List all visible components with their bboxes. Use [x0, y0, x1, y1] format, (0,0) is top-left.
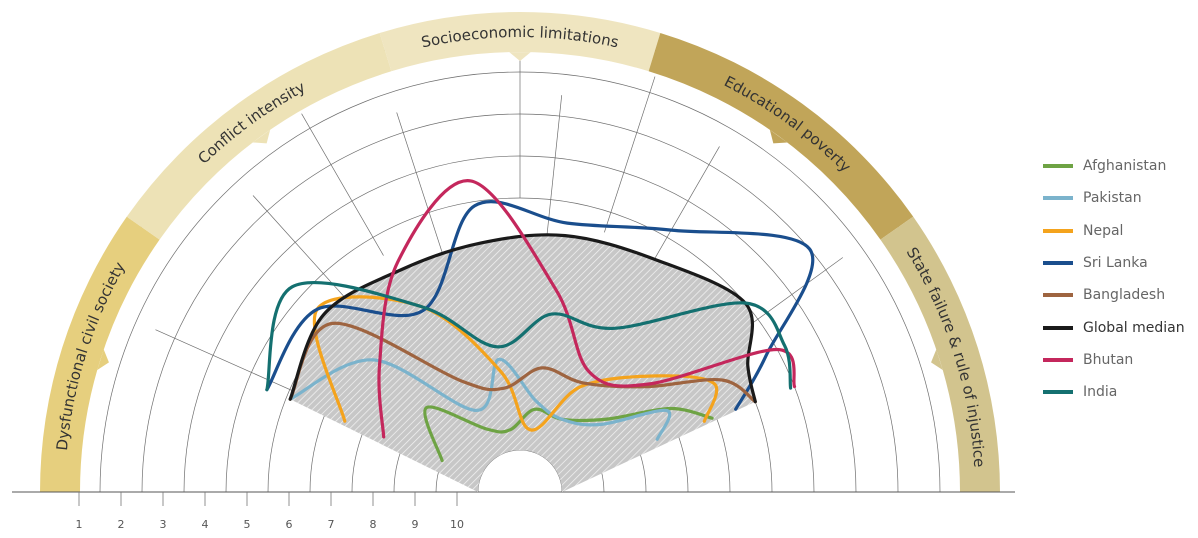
global-median-area	[290, 234, 756, 493]
scale-tick-label: 6	[286, 518, 293, 531]
axis-band	[379, 12, 661, 72]
legend-item: Sri Lanka	[1043, 247, 1185, 279]
scale-tick-label: 7	[328, 518, 335, 531]
legend-item: Pakistan	[1043, 182, 1185, 214]
scale-tick-label: 1	[76, 518, 83, 531]
scale-tick-label: 8	[370, 518, 377, 531]
axis-band-pointer	[252, 129, 271, 144]
axis-label: Conflict intensity	[194, 78, 308, 168]
axis-band	[880, 216, 1000, 493]
legend-swatch	[1043, 228, 1073, 233]
legend-label: Afghanistan	[1083, 158, 1167, 175]
legend-label: Pakistan	[1083, 190, 1142, 207]
series-line-bangladesh	[288, 321, 757, 404]
legend: Afghanistan Pakistan Nepal Sri Lanka Banglad…	[1043, 150, 1185, 408]
legend-item: Afghanistan	[1043, 150, 1185, 182]
legend-label: Nepal	[1083, 222, 1124, 239]
legend-item: Nepal	[1043, 215, 1185, 247]
series-line-global-median	[288, 233, 757, 404]
legend-label: Bangladesh	[1083, 287, 1166, 304]
legend-swatch	[1043, 293, 1073, 298]
legend-label: Global median	[1083, 319, 1185, 336]
legend-swatch	[1043, 325, 1073, 330]
axis-band	[126, 32, 392, 240]
legend-swatch	[1043, 164, 1073, 169]
legend-item: Bhutan	[1043, 344, 1185, 376]
scale-tick-label: 2	[118, 518, 125, 531]
legend-swatch	[1043, 261, 1073, 266]
legend-item: India	[1043, 376, 1185, 408]
legend-swatch	[1043, 357, 1073, 362]
axis-label: Educational poverty	[721, 72, 854, 176]
scale-tick-label: 9	[412, 518, 419, 531]
axis-band	[40, 216, 160, 493]
series-line-afghanistan	[423, 405, 714, 463]
legend-label: Bhutan	[1083, 351, 1134, 368]
axis-band-pointer	[769, 129, 788, 144]
grid-ring	[225, 197, 815, 493]
grid-ring	[477, 449, 563, 493]
legend-item: Bangladesh	[1043, 279, 1185, 311]
series-line-sri-lanka	[265, 200, 815, 411]
legend-item: Global median	[1043, 311, 1185, 343]
legend-swatch	[1043, 390, 1073, 395]
axis-band-pointer	[509, 52, 531, 61]
axis-band-pointer	[931, 349, 943, 370]
grid-spoke	[604, 76, 656, 233]
axis-band-pointer	[97, 349, 109, 370]
legend-label: India	[1083, 384, 1118, 401]
series-line-pakistan	[288, 357, 672, 441]
legend-swatch	[1043, 196, 1073, 201]
grid-spoke	[301, 113, 384, 256]
series-line-india	[265, 281, 793, 392]
radial-scale-ticks: 10 9 8 7 6 5 4 3 2 1	[76, 492, 464, 531]
series-line-bhutan	[377, 179, 797, 439]
scale-tick-label: 10	[450, 518, 464, 531]
scale-tick-label: 4	[202, 518, 209, 531]
scale-tick-label: 3	[160, 518, 167, 531]
axis-band	[648, 32, 914, 240]
scale-tick-label: 5	[244, 518, 251, 531]
series-lines	[265, 179, 815, 493]
legend-label: Sri Lanka	[1083, 255, 1148, 272]
